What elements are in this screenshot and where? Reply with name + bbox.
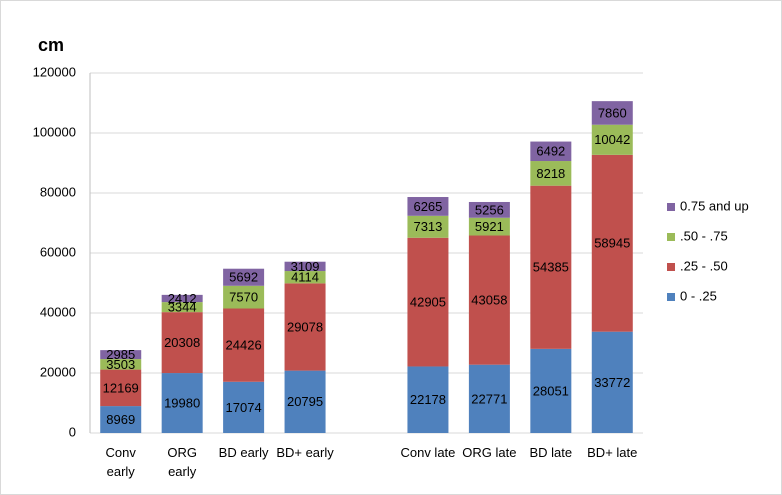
- legend-swatch: [667, 233, 675, 241]
- bar-segment: [223, 308, 265, 382]
- data-label: 20795: [287, 394, 323, 409]
- bar-segment: [161, 373, 203, 433]
- legend-label: 0 - .25: [680, 288, 717, 303]
- y-tick-label: 60000: [40, 244, 76, 259]
- bar-segment: [530, 161, 572, 186]
- bar-segment: [161, 294, 203, 303]
- data-label: 5921: [475, 219, 504, 234]
- bar-segment: [223, 268, 265, 286]
- data-label: 33772: [594, 375, 630, 390]
- x-tick-label: Conv late: [400, 445, 456, 460]
- data-label: 3344: [168, 300, 197, 315]
- data-label: 8969: [106, 412, 135, 427]
- x-tick-label: BD late: [529, 445, 573, 460]
- y-tick-label: 100000: [33, 124, 76, 139]
- data-label: 8218: [536, 166, 565, 181]
- data-label: 43058: [471, 293, 507, 308]
- data-label: 24426: [226, 338, 262, 353]
- legend-label: .25 - .50: [680, 258, 728, 273]
- data-label: 42905: [410, 295, 446, 310]
- bar-segment: [100, 369, 142, 407]
- bar-segment: [100, 350, 142, 360]
- bar-segment: [100, 406, 142, 433]
- bar-segment: [161, 302, 203, 313]
- data-label: 22771: [471, 391, 507, 406]
- data-label: 22178: [410, 392, 446, 407]
- x-tick-label: BD+ early: [276, 445, 334, 460]
- bar-segment: [161, 312, 203, 374]
- bar-segment: [468, 235, 510, 365]
- x-tick-label: BD+ late: [587, 445, 638, 460]
- y-tick-label: 120000: [33, 64, 76, 79]
- bar-segment: [223, 381, 265, 433]
- bar-segment: [530, 141, 572, 162]
- data-label: 4114: [291, 270, 319, 285]
- legend-label: 0.75 and up: [680, 198, 749, 213]
- bar-segment: [591, 154, 633, 332]
- data-label: 5256: [475, 202, 504, 217]
- bar-segment: [407, 215, 449, 238]
- bar-segment: [407, 197, 449, 216]
- x-tick-label: ORG late: [462, 445, 517, 460]
- bar-segment: [591, 124, 633, 155]
- bar-segment: [407, 366, 449, 433]
- data-label: 6492: [536, 144, 565, 159]
- y-tick-label: 0: [69, 424, 76, 439]
- bar-segment: [468, 364, 510, 433]
- data-label: 10042: [594, 132, 630, 147]
- data-label: 7570: [229, 290, 258, 305]
- x-tick-label: Conv early: [105, 445, 136, 479]
- data-label: 29078: [287, 319, 323, 334]
- legend-swatch: [667, 263, 675, 271]
- x-tick-label: ORG early: [167, 445, 197, 479]
- bar-segment: [284, 283, 326, 371]
- x-tick-label: BD early: [218, 445, 269, 460]
- bar-segment: [284, 370, 326, 433]
- data-label: 6265: [413, 199, 442, 214]
- data-label: 12169: [103, 380, 139, 395]
- data-label: 3503: [106, 357, 135, 372]
- bar-segment: [100, 359, 142, 370]
- bar-segment: [591, 101, 633, 125]
- bar-segment: [530, 185, 572, 349]
- legend-swatch: [667, 203, 675, 211]
- bar-segment: [223, 285, 265, 309]
- data-label: 58945: [594, 236, 630, 251]
- data-label: 28051: [533, 383, 569, 398]
- data-label: 2412: [168, 291, 197, 306]
- data-label: 2985: [106, 347, 135, 362]
- legend-swatch: [667, 293, 675, 301]
- bar-segment: [591, 331, 633, 433]
- data-label: 54385: [533, 260, 569, 275]
- legend-label: .50 - .75: [680, 228, 728, 243]
- bar-segment: [468, 201, 510, 218]
- y-tick-label: 80000: [40, 184, 76, 199]
- bar-segment: [530, 348, 572, 433]
- data-label: 20308: [164, 335, 200, 350]
- data-label: 5692: [229, 270, 258, 285]
- bar-segment: [284, 271, 326, 284]
- chart-title: cm: [38, 35, 64, 55]
- data-label: 7313: [413, 219, 442, 234]
- data-label: 17074: [226, 400, 262, 415]
- data-label: 7860: [598, 105, 627, 120]
- data-label: 19980: [164, 395, 200, 410]
- bar-segment: [284, 261, 326, 272]
- bar-segment: [468, 217, 510, 236]
- data-label: 3109: [291, 259, 320, 274]
- bar-segment: [407, 237, 449, 367]
- y-tick-label: 20000: [40, 364, 76, 379]
- y-tick-label: 40000: [40, 304, 76, 319]
